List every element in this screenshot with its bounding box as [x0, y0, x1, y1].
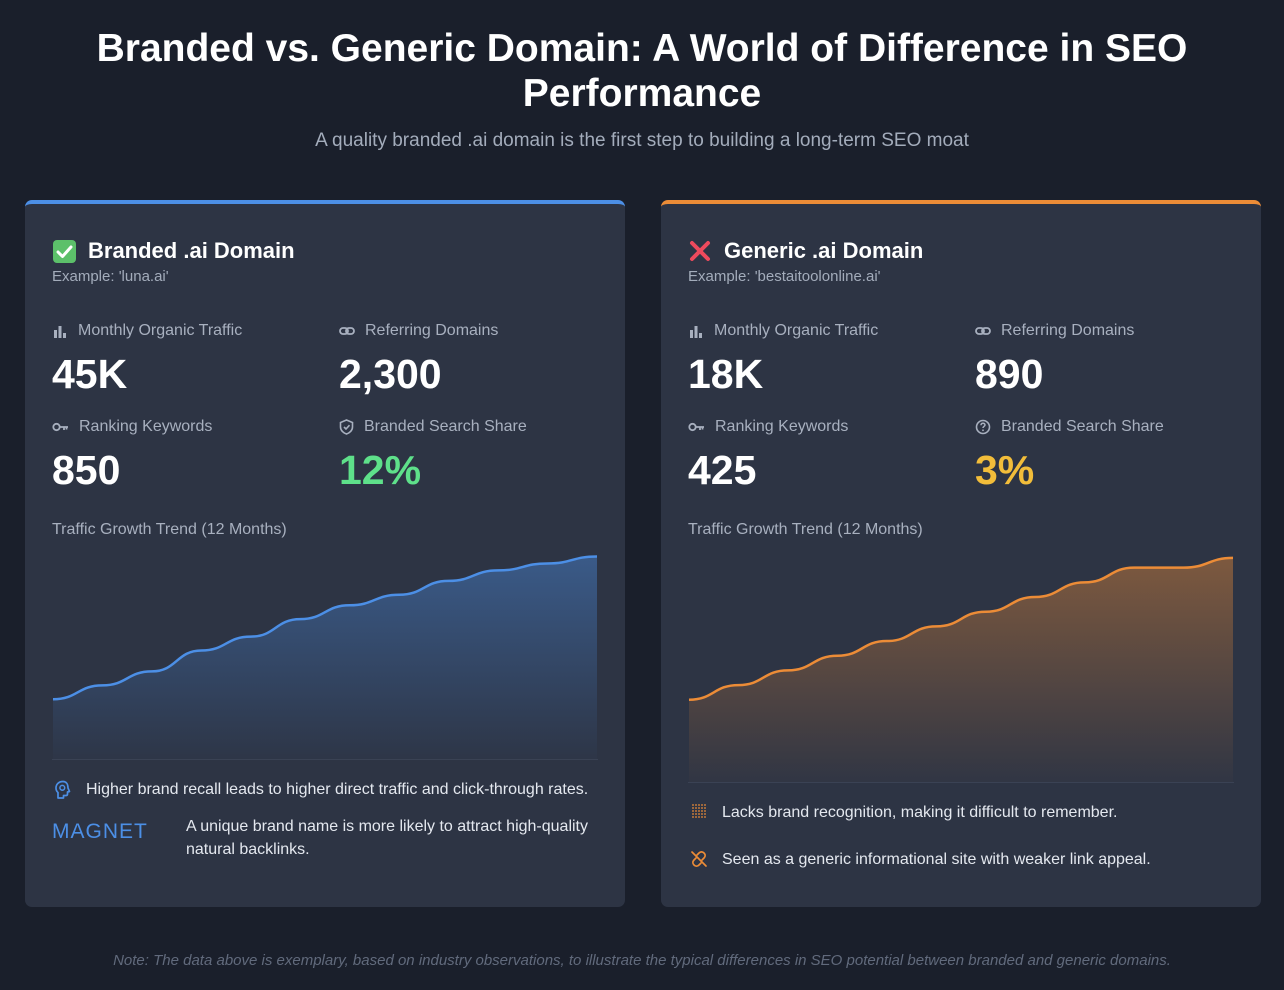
note-link-appeal: Seen as a generic informational site wit…	[688, 848, 1234, 871]
generic-domain-card: Generic .ai Domain Example: 'bestaitoolo…	[661, 200, 1261, 907]
bar-chart-icon	[54, 326, 66, 338]
brain-icon	[52, 778, 74, 800]
metric-value: 12%	[339, 447, 422, 493]
card-title-row: Generic .ai Domain	[688, 236, 1234, 266]
footnote: Note: The data above is exemplary, based…	[113, 952, 1171, 969]
cross-mark-icon	[688, 239, 712, 263]
metric-monthly-organic-traffic: Monthly Organic Traffic 18K	[688, 321, 975, 399]
key-icon	[688, 422, 704, 432]
note-backlinks: MAGNET A unique brand name is more likel…	[52, 815, 598, 861]
metric-ranking-keywords: Ranking Keywords 850	[52, 417, 339, 495]
metric-label: Ranking Keywords	[79, 418, 213, 435]
metric-ranking-keywords: Ranking Keywords 425	[688, 417, 975, 495]
trend-label: Traffic Growth Trend (12 Months)	[52, 521, 287, 538]
divider	[52, 759, 598, 760]
page-header: Branded vs. Generic Domain: A World of D…	[0, 0, 1284, 152]
benefit-notes: Higher brand recall leads to higher dire…	[52, 760, 598, 861]
note-text: Seen as a generic informational site wit…	[722, 851, 1151, 868]
card-example: Example: 'luna.ai'	[52, 268, 169, 285]
metric-value: 425	[688, 447, 757, 493]
metrics-grid: Monthly Organic Traffic 18K Referring Do…	[688, 321, 1234, 495]
trend-area-fill	[689, 557, 1233, 782]
metric-value: 850	[52, 447, 121, 493]
note-brand-recall: Higher brand recall leads to higher dire…	[52, 778, 598, 801]
metric-label: Branded Search Share	[364, 418, 527, 435]
metric-label: Referring Domains	[365, 322, 499, 339]
metric-referring-domains: Referring Domains 2,300	[339, 321, 599, 399]
metric-branded-search-share: Branded Search Share 12%	[339, 417, 599, 495]
branded-domain-card: Branded .ai Domain Example: 'luna.ai' Mo…	[25, 200, 625, 907]
link-icon	[975, 327, 991, 335]
metric-value: 3%	[975, 447, 1035, 493]
key-icon	[52, 422, 68, 432]
metric-value: 18K	[688, 351, 764, 397]
trend-line	[52, 555, 598, 701]
link-icon	[339, 327, 355, 335]
metric-label: Monthly Organic Traffic	[78, 322, 243, 339]
trend-label: Traffic Growth Trend (12 Months)	[688, 521, 923, 538]
card-example: Example: 'bestaitoolonline.ai'	[688, 268, 881, 285]
drawback-notes: Lacks brand recognition, making it diffi…	[688, 783, 1234, 871]
metric-label: Monthly Organic Traffic	[714, 322, 879, 339]
traffic-trend-chart	[688, 556, 1234, 782]
metric-monthly-organic-traffic: Monthly Organic Traffic 45K	[52, 321, 339, 399]
metrics-grid: Monthly Organic Traffic 45K Referring Do…	[52, 321, 598, 495]
page-subtitle: A quality branded .ai domain is the firs…	[315, 130, 969, 151]
note-brand-recognition: Lacks brand recognition, making it diffi…	[688, 801, 1234, 824]
metric-value: 45K	[52, 351, 128, 397]
bar-chart-icon	[690, 326, 702, 338]
note-text: Higher brand recall leads to higher dire…	[86, 781, 589, 798]
note-text: Lacks brand recognition, making it diffi…	[722, 804, 1118, 821]
metric-referring-domains: Referring Domains 890	[975, 321, 1235, 399]
note-text: A unique brand name is more likely to at…	[186, 818, 588, 858]
check-mark-icon	[52, 239, 76, 263]
card-title-row: Branded .ai Domain	[52, 236, 598, 266]
divider	[688, 782, 1234, 783]
metric-label: Referring Domains	[1001, 322, 1135, 339]
page-title: Branded vs. Generic Domain: A World of D…	[96, 27, 1188, 115]
magnet-logo: MAGNET	[52, 820, 148, 843]
card-title: Branded .ai Domain	[88, 238, 295, 263]
metric-label: Branded Search Share	[1001, 418, 1164, 435]
card-title: Generic .ai Domain	[724, 238, 924, 263]
traffic-trend-chart	[52, 555, 598, 759]
metric-label: Ranking Keywords	[715, 418, 849, 435]
shield-check-icon	[339, 419, 354, 435]
metric-value: 890	[975, 351, 1044, 397]
question-circle-icon	[975, 419, 991, 435]
broken-link-icon	[688, 848, 710, 868]
metric-value: 2,300	[339, 351, 442, 397]
metric-branded-search-share: Branded Search Share 3%	[975, 417, 1235, 495]
trend-area-fill	[53, 556, 597, 759]
dotted-grid-icon	[688, 801, 710, 819]
